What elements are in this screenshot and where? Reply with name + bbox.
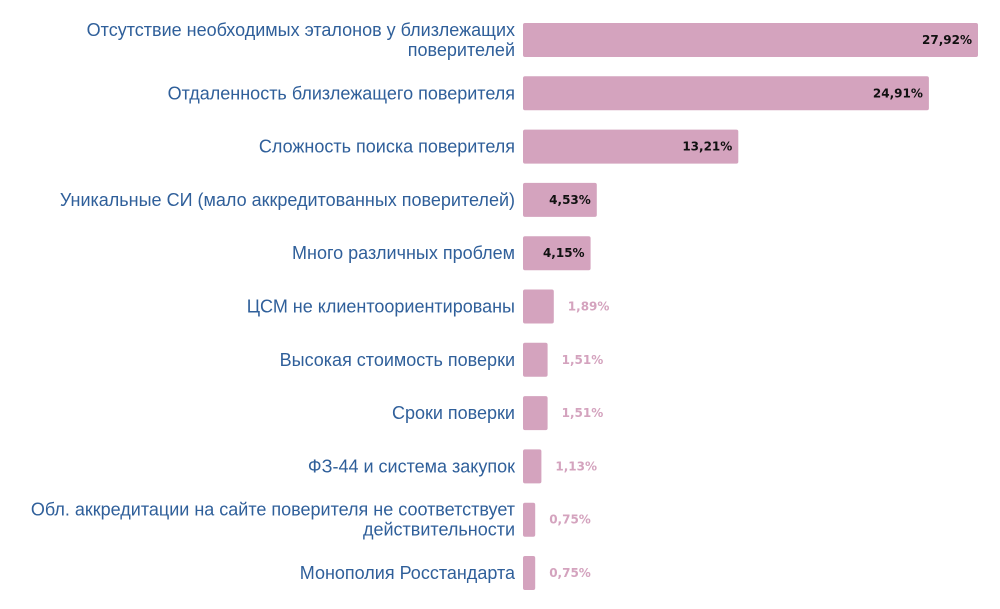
category-label-line: Обл. аккредитации на сайте поверителя не…	[31, 500, 515, 520]
category-label: Сроки поверки	[392, 403, 515, 423]
value-label: 24,91%	[873, 86, 923, 100]
bar	[523, 236, 591, 271]
category-label-line: Сроки поверки	[392, 403, 515, 423]
value-label: 4,15%	[543, 246, 585, 260]
bar	[523, 289, 554, 324]
category-label: ЦСМ не клиентоориентированы	[247, 297, 515, 317]
value-label: 13,21%	[682, 140, 732, 154]
category-labels: Отсутствие необходимых эталонов у близле…	[31, 20, 516, 583]
category-label: Высокая стоимость поверки	[280, 350, 515, 370]
value-label: 27,92%	[922, 33, 972, 47]
category-label-line: Высокая стоимость поверки	[280, 350, 515, 370]
category-label: Отдаленность близлежащего поверителя	[168, 83, 515, 103]
value-label: 0,75%	[549, 566, 591, 580]
value-labels: 27,92% 24,91% 13,21% 4,53% 4,15% 1,89% 1,51% 1,…	[543, 33, 972, 580]
category-label: Уникальные СИ (мало аккредитованных пове…	[60, 190, 515, 210]
value-label: 1,13%	[555, 459, 597, 473]
category-label-line: Сложность поиска поверителя	[259, 137, 515, 157]
category-label-line: поверителей	[408, 40, 515, 60]
value-label: 1,51%	[562, 353, 604, 367]
category-label-line: Отдаленность близлежащего поверителя	[168, 83, 515, 103]
value-label: 1,89%	[568, 300, 610, 314]
bar	[523, 556, 536, 590]
value-label: 1,51%	[562, 406, 604, 420]
category-label-line: ЦСМ не клиентоориентированы	[247, 297, 515, 317]
bar	[523, 396, 548, 431]
category-label-line: Отсутствие необходимых эталонов у близле…	[87, 20, 515, 40]
bars	[523, 23, 978, 590]
category-label: Монополия Росстандарта	[300, 563, 516, 583]
bar	[523, 23, 978, 57]
bar	[523, 502, 536, 537]
bar	[523, 182, 597, 217]
category-label-line: Уникальные СИ (мало аккредитованных пове…	[60, 190, 515, 210]
category-label-line: Много различных проблем	[292, 243, 515, 263]
category-label-line: действительности	[363, 520, 515, 540]
value-label: 4,53%	[549, 193, 591, 207]
category-label: Сложность поиска поверителя	[259, 137, 515, 157]
value-label: 0,75%	[549, 513, 591, 527]
bar	[523, 129, 739, 164]
category-label: Много различных проблем	[292, 243, 515, 263]
bar	[523, 342, 548, 377]
bar	[523, 449, 542, 484]
category-label-line: ФЗ-44 и система закупок	[308, 456, 515, 476]
bar	[523, 76, 929, 111]
category-label: Отсутствие необходимых эталонов у близле…	[87, 20, 515, 60]
category-label: ФЗ-44 и система закупок	[308, 456, 515, 476]
category-label: Обл. аккредитации на сайте поверителя не…	[31, 500, 515, 540]
category-label-line: Монополия Росстандарта	[300, 563, 516, 583]
